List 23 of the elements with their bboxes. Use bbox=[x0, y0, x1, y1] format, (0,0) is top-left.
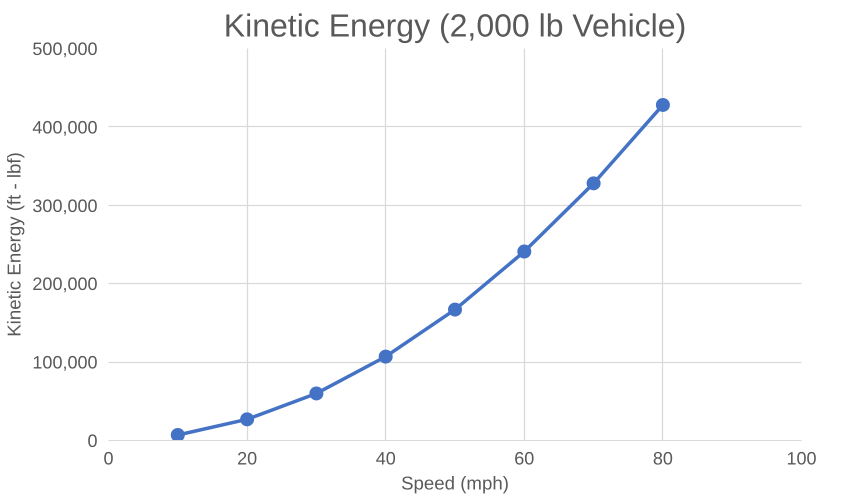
x-tick-label: 80 bbox=[652, 448, 673, 468]
point bbox=[448, 302, 462, 317]
point bbox=[517, 244, 532, 259]
y-tick-label: 400,000 bbox=[32, 117, 98, 138]
x-tick-label: 60 bbox=[514, 448, 534, 468]
chart-title: Kinetic Energy (2,000 lb Vehicle) bbox=[224, 8, 686, 44]
point bbox=[170, 428, 185, 440]
y-tick-label: 300,000 bbox=[32, 196, 98, 216]
y-tick-label: 100,000 bbox=[32, 352, 98, 373]
point bbox=[309, 386, 324, 400]
point bbox=[378, 350, 393, 364]
point bbox=[240, 412, 254, 426]
x-tick-label: 40 bbox=[376, 448, 396, 468]
x-tick-label: 0 bbox=[103, 448, 114, 468]
y-axis-title: Kinetic Energy (ft - lbf) bbox=[3, 152, 24, 337]
x-tick-label: 100 bbox=[786, 448, 817, 468]
y-tick-label: 200,000 bbox=[32, 274, 98, 294]
y-tick-label: 500,000 bbox=[32, 39, 98, 59]
x-tick-label: 20 bbox=[237, 448, 258, 468]
y-tick-label: 0 bbox=[87, 431, 98, 451]
x-axis-title: Speed (mph) bbox=[401, 472, 509, 494]
point bbox=[586, 176, 601, 190]
point bbox=[656, 98, 670, 112]
